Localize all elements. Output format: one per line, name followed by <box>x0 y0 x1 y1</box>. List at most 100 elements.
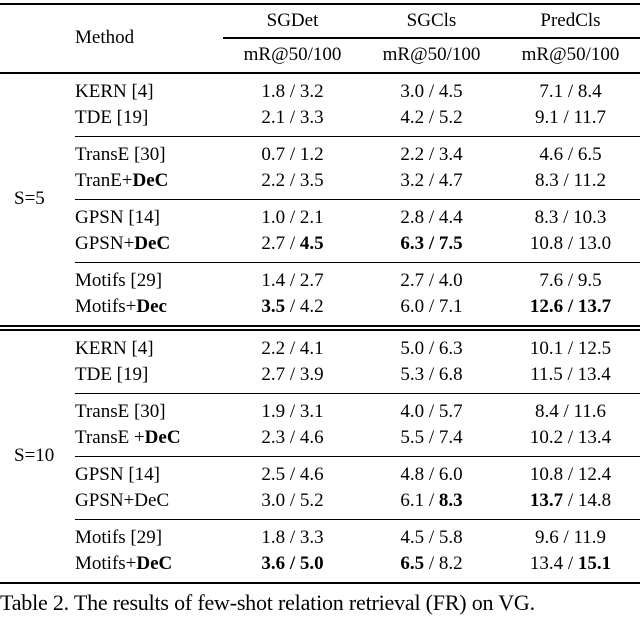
score-cell: 6.1 / 8.3 <box>400 489 463 511</box>
task-columns-header: SGDet SGCls PredCls mR@50/100 mR@50/100 mR@5… <box>223 5 640 72</box>
table-row: Motifs [29] 1.4 / 2.7 2.7 / 4.0 7.6 / 9.5 <box>75 268 640 294</box>
score-cell: 3.0 / 5.2 <box>261 489 324 511</box>
row-group: KERN [4] 2.2 / 4.1 5.0 / 6.3 10.1 / 12.5 TDE… <box>75 331 640 393</box>
score-cell: 9.1 / 11.7 <box>534 106 607 128</box>
score-cell: 10.8 / 13.0 <box>529 232 612 254</box>
row-group: Motifs [29] 1.4 / 2.7 2.7 / 4.0 7.6 / 9.5 Mo… <box>75 261 640 325</box>
score-cell: 3.6 / 5.0 <box>223 551 362 577</box>
bold-value: 13.7 <box>577 295 612 317</box>
score-cell: 2.7 / 3.9 <box>261 363 324 385</box>
section-separator-rule <box>0 324 640 331</box>
header-rule <box>0 71 640 74</box>
score-cell: 8.4 / 11.6 <box>534 400 607 422</box>
metric-header-row: mR@50/100 mR@50/100 mR@50/100 <box>223 39 640 72</box>
table-row: KERN [4] 2.2 / 4.1 5.0 / 6.3 10.1 / 12.5 <box>75 336 640 362</box>
score-cell: 5.5 / 7.4 <box>400 426 463 448</box>
score-cell: 3.2 / 4.7 <box>400 169 463 191</box>
score-cell: 8.3 / 10.3 <box>534 206 607 228</box>
table-row: TransE [30] 0.7 / 1.2 2.2 / 3.4 4.6 / 6.5 <box>75 142 640 168</box>
table-row: Motifs+Dec 3.5 / 4.2 6.0 / 7.1 12.6 / 13.7 <box>75 294 640 320</box>
score-cell: 10.2 / 13.4 <box>529 426 612 448</box>
score-cell: 6.0 / 7.1 <box>400 295 463 317</box>
method-cell: TDE [19] <box>75 363 149 385</box>
score-cell: 10.8 / 12.4 <box>529 463 612 485</box>
bold-value: / <box>285 552 300 574</box>
method-cell: Motifs [29] <box>75 269 163 291</box>
table-row: GPSN [14] 1.0 / 2.1 2.8 / 4.4 8.3 / 10.3 <box>75 205 640 231</box>
section-s10: S=10 KERN [4] 2.2 / 4.1 5.0 / 6.3 10.1 / 12.… <box>0 331 640 582</box>
score-cell: 13.7 / 14.8 <box>529 489 612 511</box>
rule-line <box>0 328 640 331</box>
bold-value: DeC <box>144 426 181 448</box>
table-row: GPSN [14] 2.5 / 4.6 4.8 / 6.0 10.8 / 12.4 <box>75 462 640 488</box>
bold-value: 6.3 <box>400 232 425 254</box>
score-cell: 10.1 / 12.5 <box>529 337 612 359</box>
score-cell: 8.3 / 11.2 <box>534 169 607 191</box>
score-cell: 6.3 / 7.5 <box>362 231 501 257</box>
bold-value: DeC <box>136 552 173 574</box>
method-cell: GPSN+DeC <box>75 489 170 511</box>
score-cell: 2.1 / 3.3 <box>261 106 324 128</box>
score-cell: 1.9 / 3.1 <box>261 400 324 422</box>
score-cell: 2.2 / 4.1 <box>261 337 324 359</box>
rule-line <box>0 324 640 327</box>
score-cell: 3.5 / 4.2 <box>261 295 324 317</box>
section-label: S=5 <box>14 188 45 209</box>
task-header-row: SGDet SGCls PredCls <box>223 5 640 37</box>
method-cell: GPSN [14] <box>75 206 160 228</box>
bold-value: 7.5 <box>438 232 463 254</box>
task-column-label: SGCls <box>406 10 457 31</box>
score-cell: 2.7 / 4.5 <box>261 232 324 254</box>
task-column-label: PredCls <box>540 10 601 31</box>
metric-column-label: mR@50/100 <box>243 44 342 65</box>
metric-column-label: mR@50/100 <box>382 44 481 65</box>
row-group: TransE [30] 1.9 / 3.1 4.0 / 5.7 8.4 / 11.6 T… <box>75 392 640 456</box>
bold-value: / <box>424 232 439 254</box>
table-row: KERN [4] 1.8 / 3.2 3.0 / 4.5 7.1 / 8.4 <box>75 79 640 105</box>
score-cell: 11.5 / 13.4 <box>530 363 611 385</box>
method-cell: TransE [30] <box>75 400 166 422</box>
score-cell: 4.2 / 5.2 <box>400 106 463 128</box>
method-cell: KERN [4] <box>75 337 154 359</box>
method-header: Method <box>75 27 135 49</box>
score-cell: 2.5 / 4.6 <box>261 463 324 485</box>
method-cell: TransE [30] <box>75 143 166 165</box>
task-column-label: SGDet <box>266 10 319 31</box>
bold-value: 3.5 <box>261 295 286 317</box>
bold-value: 12.6 <box>529 295 564 317</box>
score-cell: 4.6 / 6.5 <box>539 143 602 165</box>
score-cell: 4.8 / 6.0 <box>400 463 463 485</box>
row-group: Motifs [29] 1.8 / 3.3 4.5 / 5.8 9.6 / 11.9 M… <box>75 518 640 582</box>
score-cell: 1.8 / 3.3 <box>261 526 324 548</box>
score-cell: 13.4 / 15.1 <box>529 552 612 574</box>
method-cell: Motifs [29] <box>75 526 163 548</box>
row-group: TransE [30] 0.7 / 1.2 2.2 / 3.4 4.6 / 6.5 Tr… <box>75 135 640 199</box>
row-group: GPSN [14] 1.0 / 2.1 2.8 / 4.4 8.3 / 10.3 GPS… <box>75 198 640 262</box>
method-cell: TransE +DeC <box>75 426 181 448</box>
score-cell: 0.7 / 1.2 <box>261 143 324 165</box>
score-cell: 2.7 / 4.0 <box>400 269 463 291</box>
bold-value: 8.3 <box>438 489 463 511</box>
score-cell: 5.0 / 6.3 <box>400 337 463 359</box>
score-cell: 12.6 / 13.7 <box>501 294 640 320</box>
score-cell: 3.0 / 4.5 <box>400 80 463 102</box>
table-row: TransE +DeC 2.3 / 4.6 5.5 / 7.4 10.2 / 13.4 <box>75 425 640 451</box>
bold-value: 4.5 <box>299 232 324 254</box>
table-row: GPSN+DeC 3.0 / 5.2 6.1 / 8.3 13.7 / 14.8 <box>75 488 640 514</box>
section-rows: KERN [4] 2.2 / 4.1 5.0 / 6.3 10.1 / 12.5 TDE… <box>75 331 640 582</box>
score-cell: 4.0 / 5.7 <box>400 400 463 422</box>
row-group: GPSN [14] 2.5 / 4.6 4.8 / 6.0 10.8 / 12.4 GP… <box>75 455 640 519</box>
bottom-rule <box>0 581 640 584</box>
table-row: Motifs+DeC 3.6 / 5.0 6.5 / 8.2 13.4 / 15.1 <box>75 551 640 577</box>
section-rows: KERN [4] 1.8 / 3.2 3.0 / 4.5 7.1 / 8.4 TDE [… <box>75 74 640 325</box>
bold-value: Dec <box>136 295 167 317</box>
score-cell: 4.5 / 5.8 <box>400 526 463 548</box>
bold-value: 15.1 <box>577 552 612 574</box>
bold-value: DeC <box>132 169 169 191</box>
rule-gap <box>0 326 640 329</box>
table-header: Method SGDet SGCls PredCls mR@50/100 mR@50/… <box>0 5 640 72</box>
method-cell: Motifs+DeC <box>75 552 173 574</box>
method-cell: TDE [19] <box>75 106 149 128</box>
score-cell: 7.6 / 9.5 <box>539 269 602 291</box>
